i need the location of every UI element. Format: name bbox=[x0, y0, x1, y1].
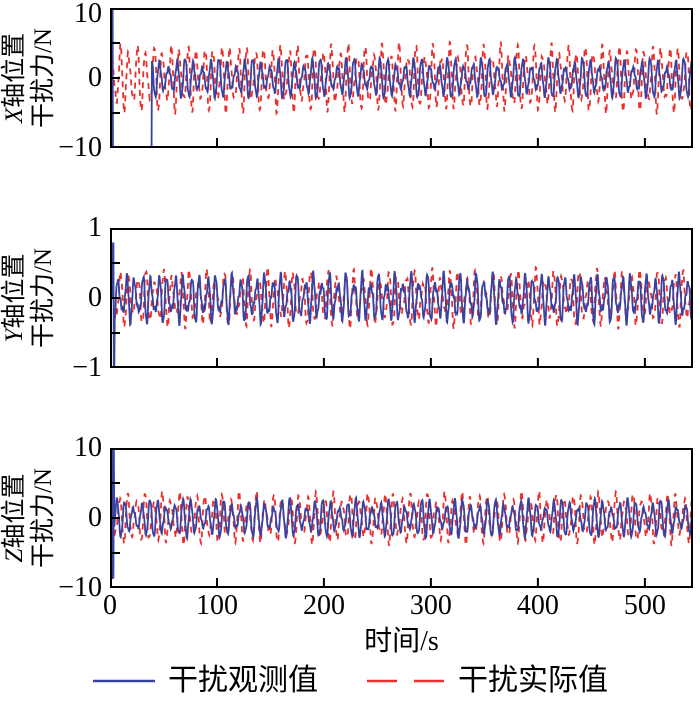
x-tick-label: 500 bbox=[623, 590, 666, 621]
plot-box bbox=[110, 8, 693, 148]
legend-line-solid bbox=[93, 679, 155, 683]
observed-line bbox=[112, 10, 691, 146]
legend-label-actual: 干扰实际值 bbox=[458, 664, 608, 697]
plot-box bbox=[110, 448, 693, 588]
y-tick-label: −10 bbox=[58, 132, 102, 163]
actual-line bbox=[112, 488, 691, 547]
x-tick-label: 200 bbox=[302, 590, 345, 621]
y-tick-label: 0 bbox=[88, 62, 102, 93]
x-axis-title: 时间/s bbox=[364, 626, 439, 657]
x-force-plot bbox=[110, 8, 693, 148]
y-tick-label: 0 bbox=[88, 502, 102, 533]
y-tick-label: −10 bbox=[58, 572, 102, 603]
actual-line bbox=[112, 265, 691, 330]
y-tick-label: 1 bbox=[88, 212, 102, 243]
y-axis-label-line1: Y轴位置 bbox=[1, 253, 28, 343]
axis-letter-x: X bbox=[1, 107, 28, 124]
axis-ticks bbox=[110, 448, 646, 588]
z-force-plot bbox=[110, 448, 693, 588]
x-tick-label: 100 bbox=[195, 590, 238, 621]
x-tick-label: 300 bbox=[409, 590, 452, 621]
y-tick-label: −1 bbox=[72, 352, 102, 383]
y-force-plot bbox=[110, 228, 693, 368]
observed-line bbox=[112, 242, 691, 366]
x-tick-label: 400 bbox=[516, 590, 559, 621]
legend: 干扰观测值 干扰实际值 bbox=[0, 660, 700, 702]
legend-label-observed: 干扰观测值 bbox=[168, 664, 318, 697]
y-axis-label-line1: X轴位置 bbox=[1, 32, 28, 124]
axis-letter-y: Y bbox=[1, 328, 28, 343]
x-tick-label: 0 bbox=[103, 590, 117, 621]
axis-letter-z: Z bbox=[1, 548, 28, 563]
plot-box bbox=[110, 228, 693, 368]
y-tick-label: 0 bbox=[88, 282, 102, 313]
legend-item-observed: 干扰观测值 bbox=[92, 664, 318, 698]
axis-ticks bbox=[110, 8, 646, 148]
y-axis-label-line1: Z轴位置 bbox=[1, 473, 28, 563]
legend-item-actual: 干扰实际值 bbox=[366, 664, 608, 698]
y-tick-label: 10 bbox=[74, 432, 102, 463]
legend-line-dashed bbox=[367, 679, 445, 683]
observed-line bbox=[112, 450, 691, 580]
axis-ticks bbox=[110, 228, 646, 368]
y-tick-label: 10 bbox=[74, 0, 102, 29]
